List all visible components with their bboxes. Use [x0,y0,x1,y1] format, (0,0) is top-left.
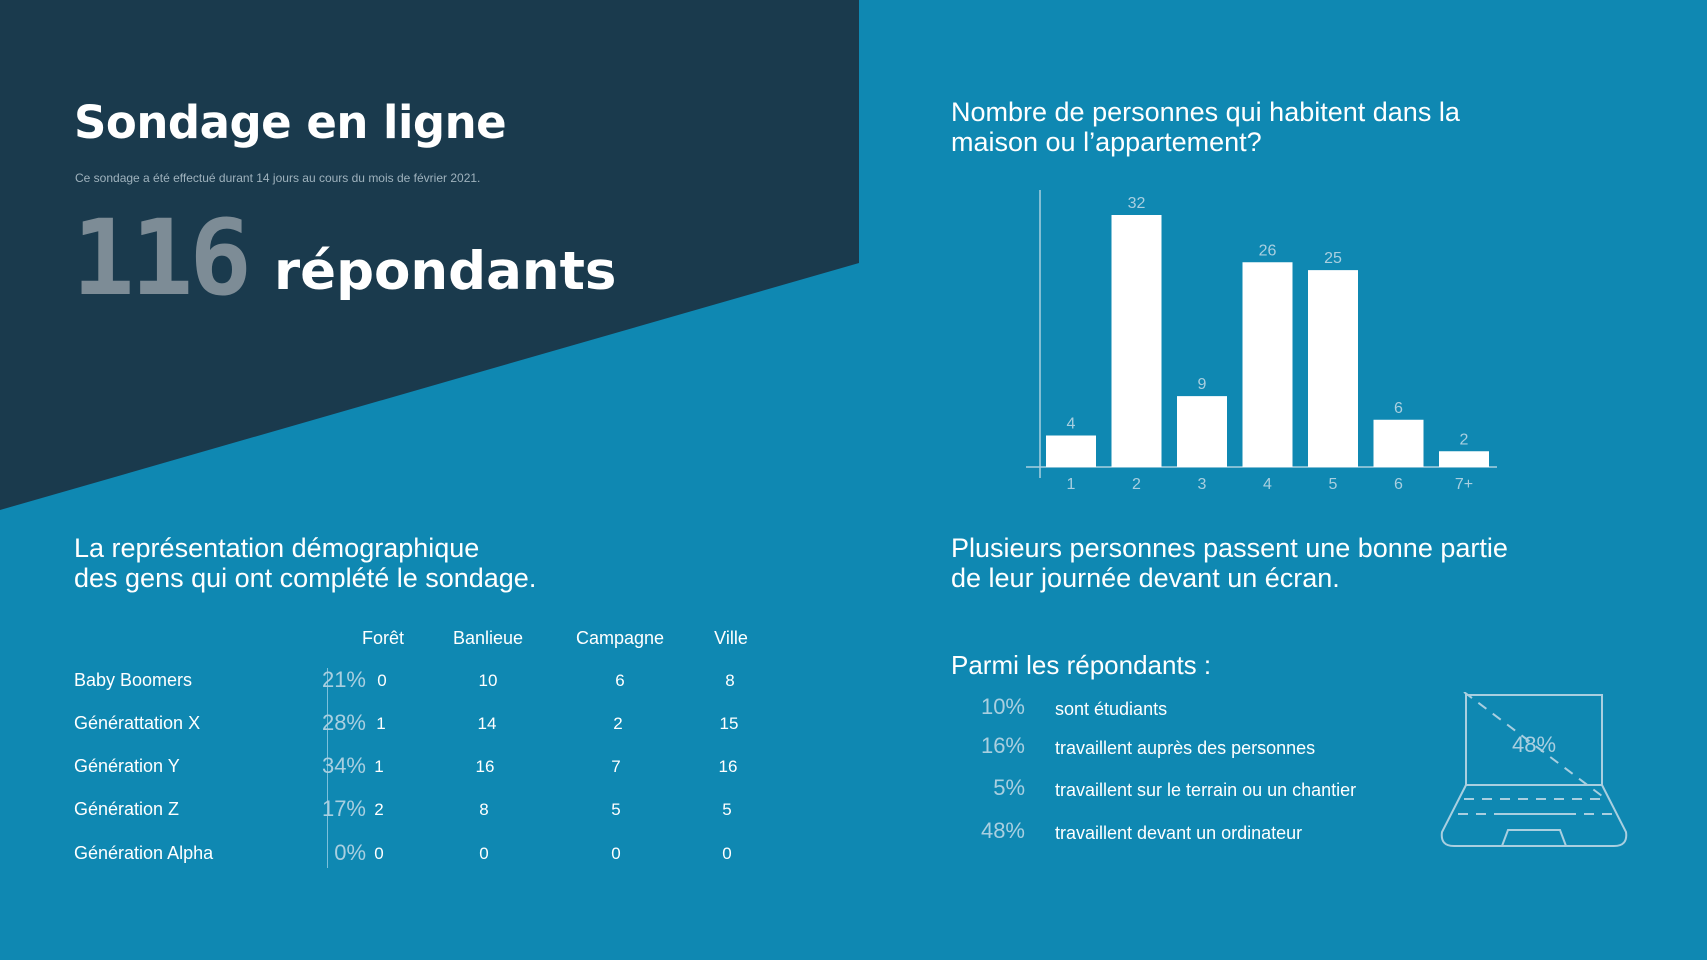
bar-6 [1373,419,1424,467]
x-tick-label: 1 [1067,476,1076,493]
table-cell: 0 [722,844,732,863]
laptop-icon: 48% [1440,692,1628,847]
x-tick-label: 5 [1329,476,1338,493]
row-label: Génération Y [74,756,180,776]
bar-2 [1111,215,1162,467]
row-percent: 0% [334,840,366,865]
chart-heading: Nombre de personnes qui habitent dans la… [951,97,1591,157]
column-header-banlieue: Banlieue [452,628,524,648]
table-cell: 2 [613,714,623,733]
row-label: Génération Z [74,799,180,819]
bar-4 [1242,262,1293,467]
row-label: Génération Alpha [74,843,214,863]
table-cell: 15 [719,714,739,733]
respondents-label: répondants [274,241,617,302]
row-label: Baby Boomers [74,670,193,690]
row-percent: 28% [321,710,366,735]
data-label: 4 [1067,416,1076,433]
data-label: 6 [1394,400,1403,417]
table-cell: 0 [374,844,384,863]
table-cell: 6 [615,671,625,690]
table-cell: 5 [722,800,732,819]
row-percent: 17% [321,796,366,821]
data-label: 2 [1460,431,1469,448]
bar-7+ [1439,451,1489,467]
screen-heading-line2: de leur journée devant un écran. [951,563,1340,593]
laptop-percent: 48% [1512,732,1556,757]
column-header-foret: Forêt [361,628,404,648]
x-tick-label: 2 [1132,476,1141,493]
data-label: 9 [1198,376,1207,393]
table-cell: 0 [479,844,489,863]
column-header-campagne: Campagne [575,628,665,648]
x-tick-label: 4 [1263,476,1272,493]
table-cell: 1 [374,757,384,776]
bar-1 [1046,435,1096,467]
respondents-count: 116 [72,197,252,319]
stat-percent: 5% [993,775,1025,800]
demographics-heading: La représentation démographique des gens… [74,533,714,593]
page-subtitle: Ce sondage a été effectué durant 14 jour… [75,171,481,185]
stat-text: travaillent sur le terrain ou un chantie… [1055,780,1357,800]
table-cell: 2 [374,800,384,819]
household-size-bar-chart: 4 1 32 2 9 3 26 4 25 5 6 6 2 7+ [1026,190,1497,493]
row-percent: 34% [321,753,366,778]
table-cell: 14 [477,714,497,733]
column-header-ville: Ville [714,628,748,648]
table-cell: 5 [611,800,621,819]
x-tick-label: 3 [1198,476,1207,493]
screen-heading: Plusieurs personnes passent une bonne pa… [951,533,1631,593]
data-label: 32 [1128,195,1146,212]
table-divider [327,668,328,868]
stat-percent: 16% [980,733,1025,758]
table-cell: 16 [718,757,738,776]
stat-text: sont étudiants [1055,699,1168,719]
bar-3 [1177,396,1227,467]
chart-heading-line2: maison ou l’appartement? [951,127,1262,157]
data-label: 26 [1259,242,1277,259]
x-tick-label: 6 [1394,476,1403,493]
stat-text: travaillent auprès des personnes [1055,738,1316,758]
table-cell: 1 [376,714,386,733]
stat-percent: 48% [980,818,1025,843]
table-cell: 16 [475,757,495,776]
page-title: Sondage en ligne [74,96,507,149]
table-cell: 8 [479,800,489,819]
screen-heading-line1: Plusieurs personnes passent une bonne pa… [951,533,1508,563]
demographics-heading-line1: La représentation démographique [74,533,480,563]
demographics-table: Forêt Banlieue Campagne Ville Baby Boome… [74,628,774,868]
stat-percent: 10% [980,694,1025,719]
row-label: Générattation X [74,713,201,733]
table-cell: 0 [377,671,387,690]
data-label: 25 [1324,250,1342,267]
x-tick-label: 7+ [1455,476,1473,493]
row-percent: 21% [321,667,366,692]
chart-heading-line1: Nombre de personnes qui habitent dans la [951,97,1460,127]
stat-text: travaillent devant un ordinateur [1055,823,1303,843]
demographics-heading-line2: des gens qui ont complété le sondage. [74,563,537,593]
table-cell: 7 [611,757,621,776]
table-cell: 10 [478,671,498,690]
respondents-intro: Parmi les répondants : [951,650,1212,680]
table-cell: 8 [725,671,735,690]
bar-5 [1308,270,1358,467]
table-cell: 0 [611,844,621,863]
